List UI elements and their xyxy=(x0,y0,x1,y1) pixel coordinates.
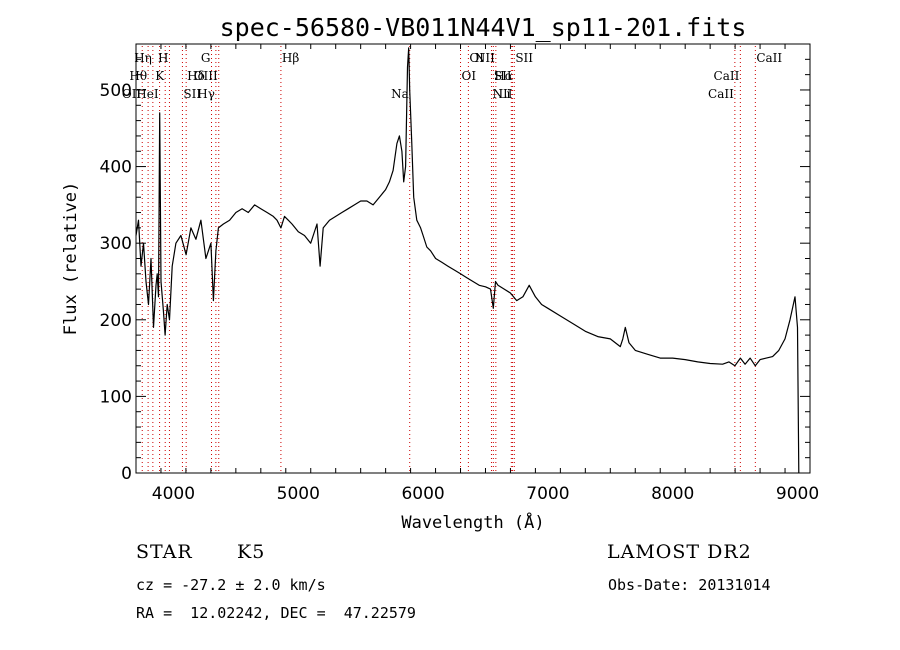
line-marker-label-13: OI xyxy=(462,69,477,83)
line-marker-label-19: SII xyxy=(494,69,512,83)
line-marker-label-0: OII xyxy=(122,87,142,101)
line-marker-label-10: OIII xyxy=(194,69,218,83)
plot-frame xyxy=(135,43,811,474)
y-axis-label: Flux (relative) xyxy=(61,182,81,336)
line-marker-label-2: Hη xyxy=(134,51,152,65)
line-marker-label-21: CaII xyxy=(708,87,734,101)
x-tick-label: 5000 xyxy=(277,484,320,504)
line-marker-label-5: H xyxy=(158,51,168,65)
x-tick-label: 8000 xyxy=(651,484,694,504)
y-tick-label: 300 xyxy=(100,234,132,254)
y-tick-label: 400 xyxy=(100,158,132,178)
x-tick-label: 6000 xyxy=(401,484,444,504)
line-marker-label-16: Hα xyxy=(494,69,513,83)
line-marker-label-22: CaII xyxy=(714,69,740,83)
line-marker-label-8: G xyxy=(201,51,211,65)
line-marker-label-3: HeI xyxy=(136,87,159,101)
obs-date-label: Obs-Date: 20131014 xyxy=(608,576,771,594)
line-marker-label-11: Hβ xyxy=(282,51,299,65)
y-tick-label: 200 xyxy=(100,311,132,331)
object-subclass: K5 xyxy=(237,541,266,563)
line-marker-label-12: Na xyxy=(391,87,409,101)
x-axis-label: Wavelength (Å) xyxy=(401,511,544,533)
x-tick-label: 4000 xyxy=(152,484,195,504)
line-marker-label-9: Hγ xyxy=(197,87,215,101)
line-marker-label-6: SII xyxy=(183,87,201,101)
object-class: STAR xyxy=(136,541,193,563)
line-marker-label-4: K xyxy=(155,69,165,83)
line-marker-label-15: NII xyxy=(492,87,512,101)
line-marker-label-14: OI xyxy=(469,51,484,65)
y-tick-label: 0 xyxy=(121,464,132,484)
line-marker-label-18: Li xyxy=(499,87,511,101)
survey-label: LAMOST DR2 xyxy=(607,541,752,563)
x-tick-label: 7000 xyxy=(526,484,569,504)
line-marker-label-7: Hδ xyxy=(187,69,205,83)
line-marker-label-23: CaII xyxy=(756,51,782,65)
chart-title: spec-56580-VB011N44V1_sp11-201.fits xyxy=(220,13,747,42)
y-tick-label: 500 xyxy=(100,81,132,101)
spectrum-line xyxy=(135,47,800,474)
line-marker-label-20: SII xyxy=(515,51,533,65)
redshift-label: cz = -27.2 ± 2.0 km/s xyxy=(136,576,326,594)
line-marker-label-1: Hθ xyxy=(129,69,147,83)
coordinates-label: RA = 12.02242, DEC = 47.22579 xyxy=(136,604,416,622)
line-marker-label-17: NII xyxy=(475,51,495,65)
y-tick-label: 100 xyxy=(100,387,132,407)
x-tick-label: 9000 xyxy=(776,484,819,504)
